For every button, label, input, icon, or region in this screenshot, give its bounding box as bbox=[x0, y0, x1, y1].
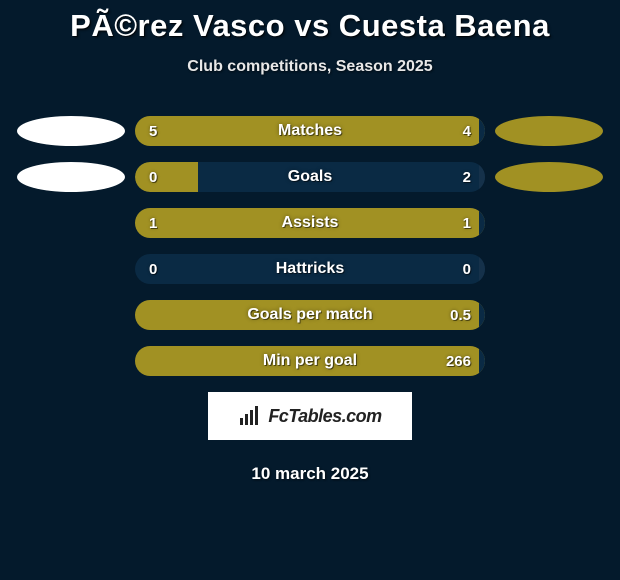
stat-bar: Hattricks0 0 bbox=[135, 254, 485, 284]
brand-badge[interactable]: FcTables.com bbox=[208, 392, 412, 440]
bars-container: Matches54Goals02Assists11Hattricks00Goal… bbox=[0, 116, 620, 376]
brand-text: FcTables.com bbox=[268, 406, 381, 427]
stat-right-value: 0.5 bbox=[436, 300, 485, 330]
stat-label: Goals bbox=[135, 162, 485, 192]
stat-right-value: 2 bbox=[449, 162, 485, 192]
stat-label: Matches bbox=[135, 116, 485, 146]
stat-bar: Assists1 1 bbox=[135, 208, 485, 238]
stat-row: Hattricks0 0 bbox=[0, 254, 620, 284]
stat-row: Goals per match0.5 bbox=[0, 300, 620, 330]
chart-icon bbox=[238, 404, 262, 428]
stat-bar: Goals0 2 bbox=[135, 162, 485, 192]
left-chip bbox=[17, 116, 125, 146]
stat-right-value: 266 bbox=[432, 346, 485, 376]
stat-row: Min per goal266 bbox=[0, 346, 620, 376]
stat-label: Goals per match bbox=[135, 300, 485, 330]
stat-left-value: 0 bbox=[135, 162, 171, 192]
stat-right-value: 1 bbox=[449, 208, 485, 238]
stat-row: Goals0 2 bbox=[0, 162, 620, 192]
stat-right-value: 0 bbox=[449, 254, 485, 284]
stat-right-value: 4 bbox=[449, 116, 485, 146]
right-chip bbox=[495, 116, 603, 146]
left-chip bbox=[17, 162, 125, 192]
date-label: 10 march 2025 bbox=[0, 464, 620, 484]
stat-row: Assists1 1 bbox=[0, 208, 620, 238]
stat-row: Matches5 4 bbox=[0, 116, 620, 146]
subtitle: Club competitions, Season 2025 bbox=[0, 58, 620, 76]
stat-bar: Min per goal266 bbox=[135, 346, 485, 376]
stat-label: Assists bbox=[135, 208, 485, 238]
page-title: PÃ©rez Vasco vs Cuesta Baena bbox=[0, 8, 620, 44]
right-chip bbox=[495, 162, 603, 192]
stat-left-value: 1 bbox=[135, 208, 171, 238]
stat-left-value: 5 bbox=[135, 116, 171, 146]
stat-bar: Matches5 4 bbox=[135, 116, 485, 146]
stat-bar: Goals per match0.5 bbox=[135, 300, 485, 330]
stat-label: Hattricks bbox=[135, 254, 485, 284]
stat-left-value: 0 bbox=[135, 254, 171, 284]
comparison-card: PÃ©rez Vasco vs Cuesta Baena Club compet… bbox=[0, 0, 620, 484]
